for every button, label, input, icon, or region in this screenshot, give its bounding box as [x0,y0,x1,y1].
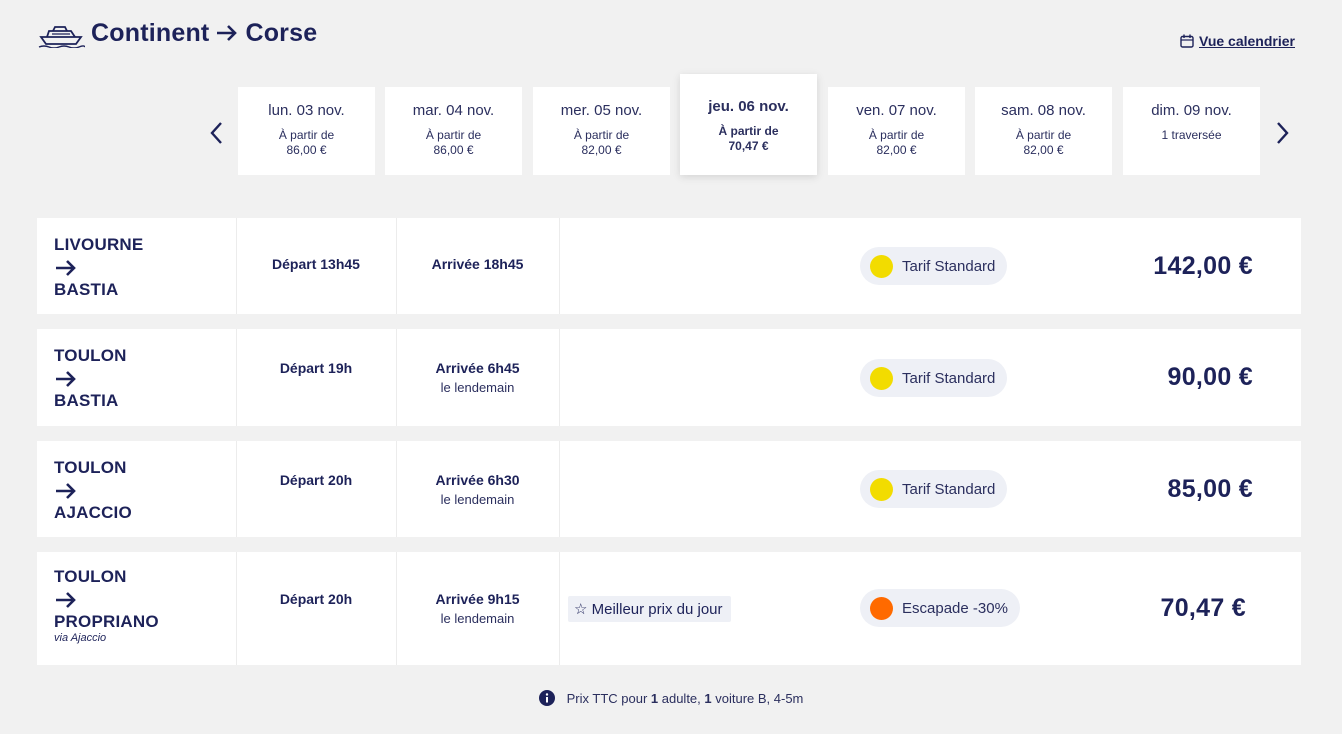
arrival-port: BASTIA [54,280,119,299]
trip-card[interactable]: TOULON AJACCIO Départ 20h Arrivée 6h30 l… [37,441,1301,537]
date-price: 82,00 € [581,143,622,157]
trip-ports: TOULON AJACCIO [54,456,132,524]
arrival-note: le lendemain [440,611,515,626]
arrival-time: Arrivée 18h45 [431,256,524,272]
trip-price: 142,00 € [1153,252,1253,280]
departure-port: LIVOURNE [54,235,144,254]
departure-port: TOULON [54,346,127,365]
trip-ports: TOULON BASTIA [54,344,127,412]
tariff-dot-icon [870,254,893,278]
calendar-view-link[interactable]: Vue calendrier [1180,33,1295,49]
departure-port: TOULON [54,567,127,586]
date-price: 82,00 € [1023,143,1064,157]
departure-time: Départ 13h45 [272,256,360,272]
arrival-time: Arrivée 6h30 [435,472,520,488]
trip-card[interactable]: TOULON BASTIA Départ 19h Arrivée 6h45 le… [37,329,1301,426]
car-count: 1 [704,690,712,706]
info-icon [538,690,555,706]
trip-card[interactable]: LIVOURNE BASTIA Départ 13h45 Arrivée 18h… [37,218,1301,314]
date-tab[interactable]: ven. 07 nov. À partir de 82,00 € [828,87,965,175]
calendar-view-label: Vue calendrier [1199,33,1295,49]
adult-count: 1 [650,690,659,706]
date-label: sam. 08 nov. [1001,102,1086,119]
date-label: mer. 05 nov. [560,102,643,119]
price-note: Prix TTC pour 1 adulte, 1 voiture B, 4-5… [0,690,1342,706]
arrival-time: Arrivée 9h15 [435,591,520,607]
date-tab-selected[interactable]: jeu. 06 nov. À partir de 70,47 € [680,74,817,175]
date-price-prefix: À partir de [425,128,482,142]
tariff-dot-icon [870,596,893,620]
via-port: via Ajaccio [54,632,107,644]
best-price-badge: ☆ Meilleur prix du jour [568,596,731,622]
date-price-prefix: À partir de [573,128,630,142]
tariff-badge: Tarif Standard [860,247,1008,285]
adult-label: adulte, [658,690,705,706]
arrow-right-icon [56,260,76,276]
date-price-prefix: À partir de [278,128,335,142]
trip-ports: TOULON PROPRIANO via Ajaccio [54,565,159,644]
calendar-icon [1180,34,1194,48]
departure-port: TOULON [54,458,127,477]
tariff-label: Tarif Standard [902,369,996,387]
departure-time: Départ 20h [279,472,353,488]
ferry-icon [38,26,85,48]
trip-price: 90,00 € [1167,363,1253,391]
date-tab[interactable]: mar. 04 nov. À partir de 86,00 € [385,87,522,175]
arrow-right-icon [217,25,238,41]
arrival-time: Arrivée 6h45 [435,360,520,376]
date-tab[interactable]: dim. 09 nov. 1 traversée [1123,87,1260,175]
date-price: 86,00 € [286,143,327,157]
page-title: Continent Corse [91,19,317,48]
arrow-right-icon [56,592,76,608]
date-tab[interactable]: mer. 05 nov. À partir de 82,00 € [533,87,670,175]
chevron-right-icon[interactable] [1274,120,1290,146]
date-price-prefix: À partir de [1015,128,1072,142]
tariff-label: Escapade -30% [902,599,1008,617]
tariff-dot-icon [870,366,893,390]
date-price: 70,47 € [728,139,769,153]
departure-time: Départ 20h [279,591,353,607]
trip-price: 70,47 € [1160,594,1246,622]
arrival-port: BASTIA [54,391,119,410]
car-label: voiture B, 4-5m [711,690,804,706]
date-crossings: 1 traversée [1161,128,1222,142]
arrival-note: le lendemain [440,492,515,507]
trip-price: 85,00 € [1167,475,1253,503]
date-label: lun. 03 nov. [268,102,345,119]
destination-label: Corse [245,18,318,47]
arrival-port: PROPRIANO [54,612,159,631]
tariff-label: Tarif Standard [902,480,996,498]
tariff-badge: Tarif Standard [860,470,1008,508]
arrival-note: le lendemain [440,380,515,395]
date-price: 86,00 € [433,143,474,157]
date-price: 82,00 € [876,143,917,157]
date-tab[interactable]: lun. 03 nov. À partir de 86,00 € [238,87,375,175]
trip-card[interactable]: TOULON PROPRIANO via Ajaccio Départ 20h … [37,552,1301,665]
date-label: ven. 07 nov. [856,102,937,119]
tariff-dot-icon [870,477,893,501]
trip-ports: LIVOURNE BASTIA [54,233,143,301]
date-label: mar. 04 nov. [412,102,495,119]
date-price-prefix: À partir de [868,128,925,142]
arrival-port: AJACCIO [54,503,132,522]
arrow-right-icon [56,483,76,499]
tariff-badge: Escapade -30% [860,589,1020,627]
chevron-left-icon[interactable] [209,120,225,146]
date-price-prefix: À partir de [718,124,779,138]
arrow-right-icon [56,371,76,387]
date-tab[interactable]: sam. 08 nov. À partir de 82,00 € [975,87,1112,175]
origin-label: Continent [91,18,210,47]
date-label: dim. 09 nov. [1151,102,1232,119]
tariff-label: Tarif Standard [902,257,996,275]
price-note-prefix: Prix TTC pour [566,690,651,706]
tariff-badge: Tarif Standard [860,359,1008,397]
departure-time: Départ 19h [279,360,353,376]
route-header: Continent Corse [37,18,317,48]
date-label: jeu. 06 nov. [708,98,789,115]
